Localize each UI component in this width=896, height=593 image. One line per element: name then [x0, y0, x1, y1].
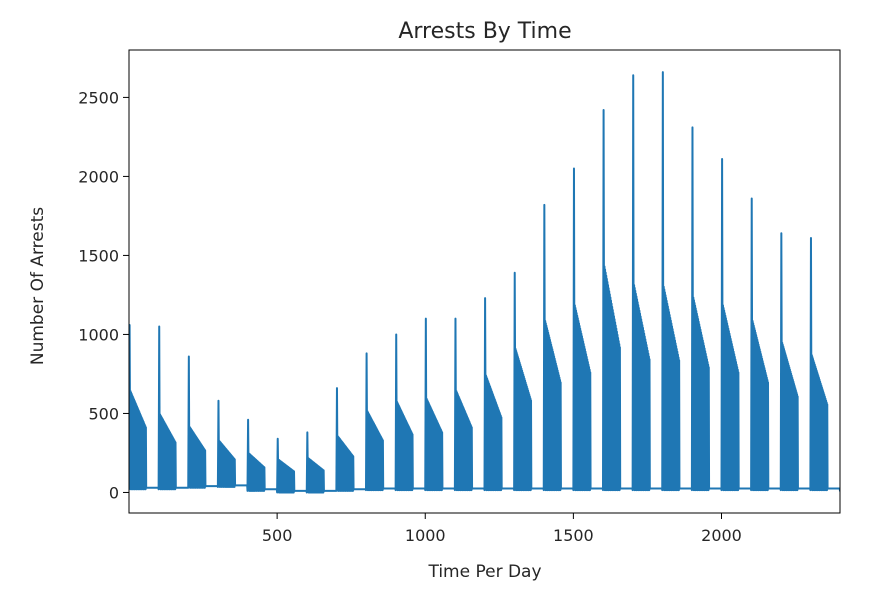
plot-area: [128, 49, 841, 514]
x-tick-label: 1500: [553, 526, 594, 545]
x-tick-label: 2000: [701, 526, 742, 545]
y-tick-label: 2500: [78, 88, 119, 107]
x-tick-label: 1000: [405, 526, 446, 545]
y-axis: 0 500 1000 1500 2000 2500: [78, 88, 129, 502]
chart-title: Arrests By Time: [398, 19, 571, 44]
x-axis: 500 1000 1500 2000: [262, 513, 742, 545]
y-tick-label: 1500: [78, 246, 119, 265]
y-tick-label: 2000: [78, 167, 119, 186]
plot-frame: [128, 49, 841, 514]
x-tick-label: 500: [262, 526, 293, 545]
y-tick-label: 500: [88, 404, 119, 423]
y-axis-label: Number Of Arrests: [28, 207, 48, 365]
x-axis-label: Time Per Day: [427, 562, 541, 582]
y-tick-label: 0: [109, 483, 119, 502]
y-tick-label: 1000: [78, 325, 119, 344]
series-layer: [129, 71, 840, 494]
arrests-series-line: [129, 71, 840, 494]
